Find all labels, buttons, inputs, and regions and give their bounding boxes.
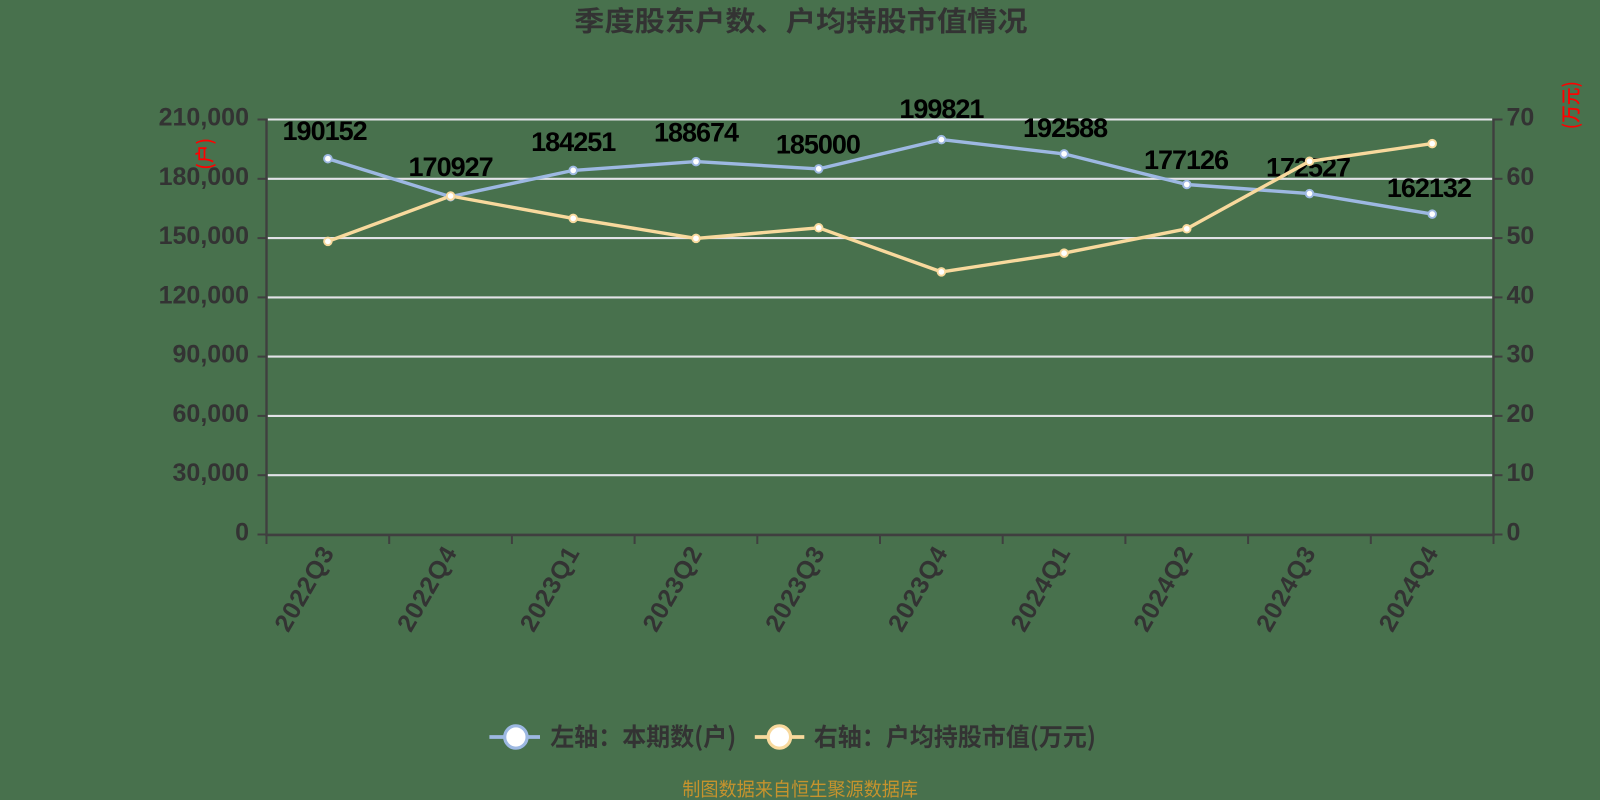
svg-text:192588: 192588	[1023, 113, 1108, 143]
svg-text:10: 10	[1507, 459, 1535, 487]
svg-text:60: 60	[1507, 163, 1535, 191]
svg-text:162132: 162132	[1387, 173, 1471, 203]
svg-text:2022Q3: 2022Q3	[269, 541, 340, 636]
svg-text:2024Q3: 2024Q3	[1251, 541, 1322, 636]
svg-text:2022Q4: 2022Q4	[392, 541, 463, 636]
svg-text:120,000: 120,000	[159, 281, 249, 309]
svg-text:185000: 185000	[776, 129, 860, 159]
svg-text:0: 0	[1507, 519, 1521, 547]
svg-text:2023Q2: 2023Q2	[637, 541, 708, 636]
svg-text:70: 70	[1507, 104, 1535, 132]
svg-text:60,000: 60,000	[173, 400, 249, 428]
svg-text:170927: 170927	[409, 152, 493, 182]
svg-text:2024Q4: 2024Q4	[1373, 541, 1444, 636]
svg-text:2023Q4: 2023Q4	[883, 541, 954, 636]
svg-text:40: 40	[1507, 281, 1535, 309]
svg-text:190152: 190152	[283, 116, 367, 146]
svg-text:2024Q1: 2024Q1	[1005, 541, 1076, 636]
svg-text:177126: 177126	[1144, 145, 1229, 175]
svg-text:210,000: 210,000	[159, 104, 249, 132]
svg-text:30,000: 30,000	[173, 459, 249, 487]
svg-text:188674: 188674	[654, 118, 739, 148]
svg-text:199821: 199821	[899, 94, 984, 124]
svg-text:184251: 184251	[531, 127, 616, 157]
svg-text:90,000: 90,000	[173, 341, 249, 369]
svg-text:50: 50	[1507, 222, 1535, 250]
svg-text:0: 0	[235, 519, 249, 547]
svg-text:2023Q3: 2023Q3	[760, 541, 831, 636]
svg-text:20: 20	[1507, 400, 1535, 428]
svg-text:30: 30	[1507, 341, 1535, 369]
svg-text:2024Q2: 2024Q2	[1128, 541, 1199, 636]
svg-text:2023Q1: 2023Q1	[515, 541, 586, 636]
svg-text:150,000: 150,000	[159, 222, 249, 250]
